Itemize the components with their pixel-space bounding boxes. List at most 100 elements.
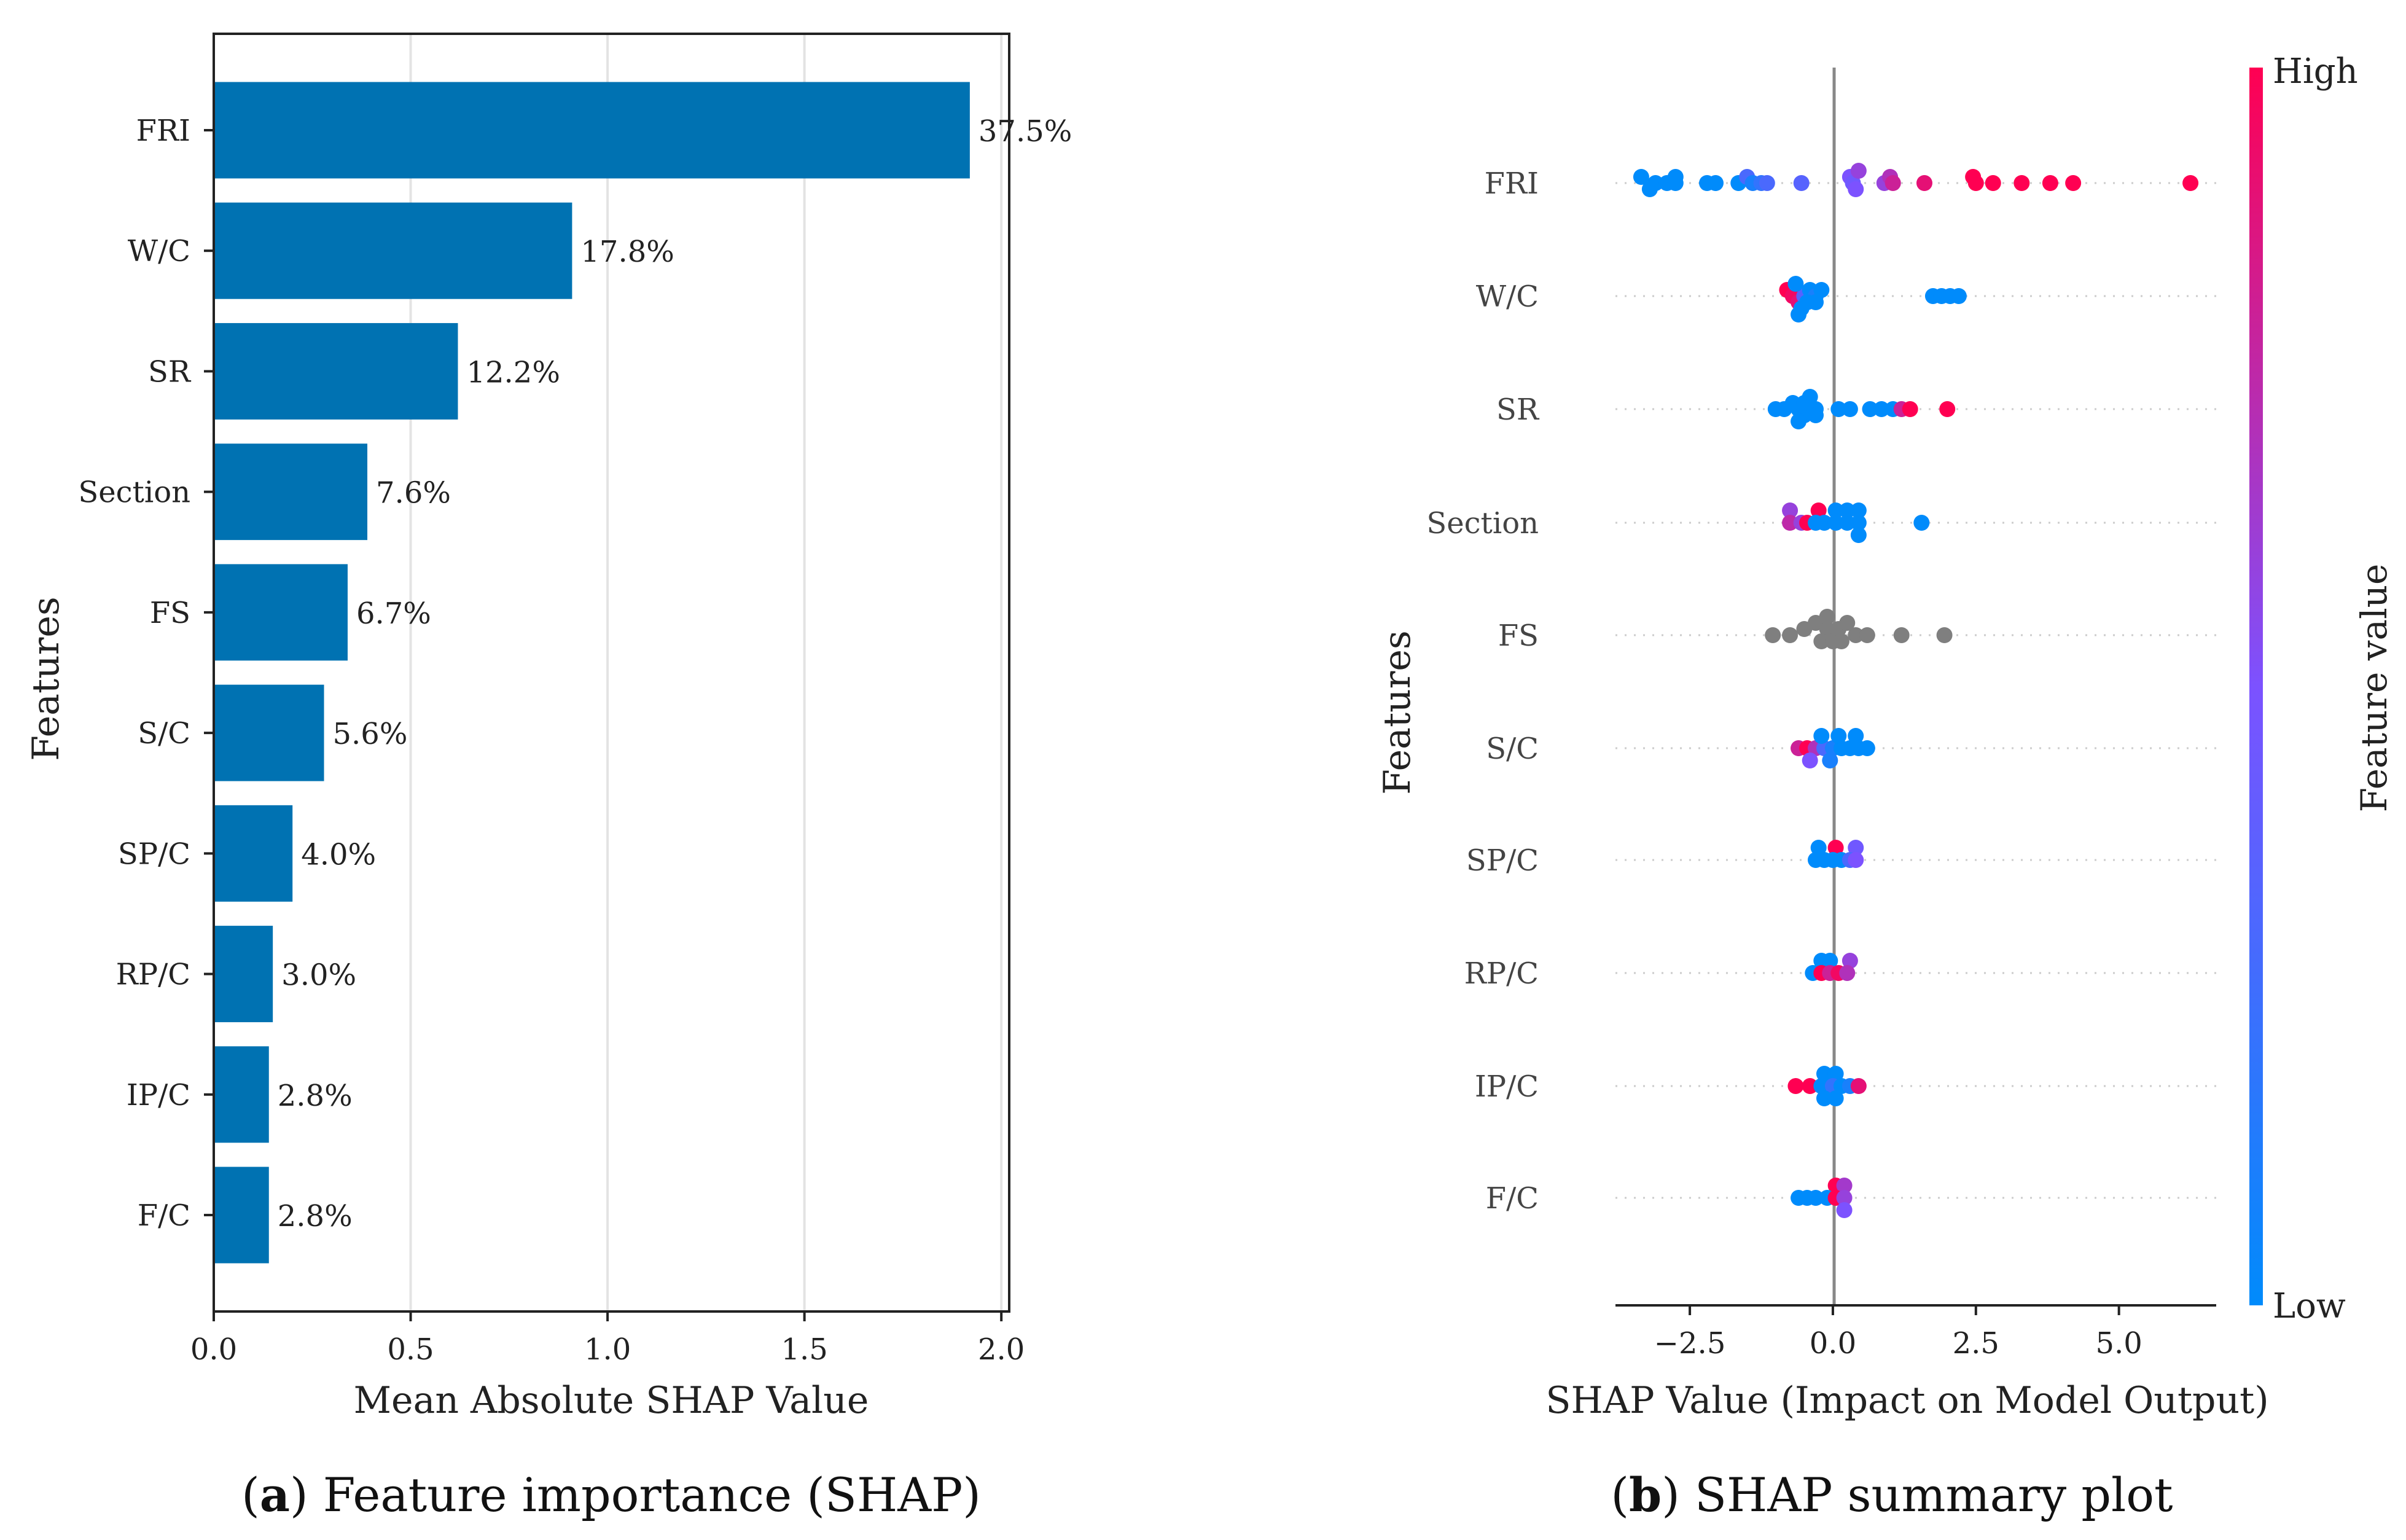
- b-point: [1819, 609, 1835, 625]
- b-point: [1839, 515, 1856, 531]
- b-y-tick-label: Section: [1426, 506, 1539, 541]
- b-y-tick-label: SR: [1496, 393, 1540, 427]
- b-row-guides: [1615, 182, 2216, 1199]
- a-y-tick-label: IP/C: [127, 1078, 190, 1112]
- b-x-tick-label: −2.5: [1654, 1326, 1726, 1361]
- b-point: [1810, 502, 1827, 518]
- b-point: [1885, 175, 1901, 191]
- a-x-tick-labels: 0.0 0.5 1.0 1.5 2.0: [190, 1311, 1025, 1367]
- a-data-label: 2.8%: [278, 1079, 353, 1113]
- b-point: [1848, 627, 1864, 643]
- a-data-label: 6.7%: [356, 596, 431, 631]
- a-y-axis-label: Features: [25, 596, 68, 760]
- b-y-tick-label: S/C: [1486, 732, 1539, 766]
- b-point: [1759, 175, 1775, 191]
- b-point: [1850, 515, 1867, 531]
- a-x-tick-label: 0.0: [190, 1332, 237, 1367]
- b-point: [1836, 1202, 1853, 1218]
- a-bar: [214, 564, 348, 661]
- b-point: [1859, 740, 1875, 756]
- b-point: [1850, 163, 1867, 179]
- b-point: [1808, 1190, 1824, 1206]
- b-point: [1813, 728, 1830, 744]
- b-point: [1833, 633, 1849, 649]
- a-y-tick-label: FS: [150, 596, 190, 630]
- colorbar-title: Feature value: [2353, 564, 2395, 813]
- a-y-tick-labels: FRI W/C SR Section FS S/C SP/C RP/C IP/C F/C: [78, 114, 214, 1233]
- b-point: [1808, 407, 1824, 423]
- b-point: [1822, 752, 1838, 768]
- b-point: [1939, 401, 1956, 417]
- b-point: [1791, 413, 1807, 429]
- a-x-tick-label: 1.0: [584, 1332, 631, 1367]
- a-y-tick-label: FRI: [136, 114, 190, 148]
- b-x-tick-labels: −2.5 0.0 2.5 5.0: [1654, 1305, 2142, 1361]
- a-bar: [214, 322, 458, 420]
- a-data-label: 7.6%: [376, 476, 451, 510]
- a-bar: [214, 82, 970, 179]
- b-point: [1796, 395, 1813, 411]
- b-caption-text: ) SHAP summary plot: [1662, 1468, 2173, 1522]
- a-bar: [214, 1046, 269, 1143]
- a-bar: [214, 444, 368, 541]
- b-point: [1873, 401, 1890, 417]
- b-point: [1850, 502, 1867, 518]
- b-y-tick-label: IP/C: [1475, 1069, 1539, 1104]
- b-point: [1708, 175, 1724, 191]
- colorbar-high-label: High: [2273, 52, 2358, 92]
- b-point: [1802, 752, 1818, 768]
- b-x-tick-label: 2.5: [1953, 1326, 1999, 1361]
- b-y-tick-label: W/C: [1476, 279, 1539, 314]
- a-caption: (a) Feature importance (SHAP): [241, 1468, 981, 1522]
- b-point: [1822, 953, 1838, 969]
- a-data-label: 12.2%: [466, 355, 560, 389]
- b-y-tick-label: FRI: [1485, 166, 1539, 201]
- b-point: [2013, 175, 2030, 191]
- b-y-axis-label: Features: [1376, 630, 1419, 794]
- b-point: [1916, 175, 1932, 191]
- a-bar: [214, 684, 324, 781]
- a-y-tick-label: S/C: [138, 716, 190, 751]
- a-data-label: 17.8%: [580, 235, 674, 269]
- b-y-tick-label: F/C: [1486, 1181, 1539, 1216]
- a-bar: [214, 1167, 269, 1264]
- a-x-tick-label: 0.5: [387, 1332, 434, 1367]
- b-y-tick-labels: FRI W/C SR Section FS S/C SP/C RP/C IP/C F/C: [1426, 166, 1539, 1216]
- b-point: [1902, 401, 1918, 417]
- b-point: [1816, 515, 1832, 531]
- b-point: [1830, 401, 1847, 417]
- b-point: [1802, 1078, 1818, 1094]
- a-caption-open: (: [241, 1468, 260, 1522]
- a-caption-text: ) Feature importance (SHAP): [290, 1468, 981, 1522]
- a-data-label: 4.0%: [301, 837, 376, 872]
- a-data-labels: 37.5% 17.8% 12.2% 7.6% 6.7% 5.6% 4.0% 3.0% 2.8% 2…: [278, 114, 1072, 1233]
- b-point: [1782, 502, 1799, 518]
- b-point: [1848, 728, 1864, 744]
- a-y-tick-label: Section: [78, 475, 190, 510]
- b-point: [1808, 294, 1824, 310]
- a-x-tick-label: 1.5: [781, 1332, 827, 1367]
- b-point: [1936, 627, 1953, 643]
- b-point: [1862, 401, 1878, 417]
- a-data-label: 3.0%: [281, 958, 356, 993]
- a-data-label: 5.6%: [333, 717, 408, 751]
- shap-summary-chart: FRI W/C SR Section FS S/C SP/C RP/C IP/C F/C −2.5…: [1376, 52, 2395, 1522]
- b-point: [1827, 515, 1844, 531]
- a-bar: [214, 805, 293, 902]
- b-point: [1819, 621, 1835, 637]
- a-x-tick-label: 2.0: [978, 1332, 1025, 1367]
- b-point: [1848, 852, 1864, 868]
- colorbar-low-label: Low: [2273, 1286, 2346, 1326]
- b-point: [1782, 627, 1799, 643]
- b-y-tick-label: SP/C: [1466, 843, 1539, 878]
- b-point: [1641, 181, 1658, 197]
- b-point: [1810, 840, 1827, 856]
- colorbar: [2249, 68, 2263, 1305]
- a-y-tick-label: SP/C: [118, 837, 190, 871]
- b-point: [1842, 953, 1858, 969]
- b-point: [1813, 633, 1830, 649]
- a-y-tick-label: SR: [148, 354, 192, 389]
- b-point: [1633, 169, 1649, 185]
- a-data-label: 37.5%: [978, 114, 1072, 149]
- b-point: [2182, 175, 2199, 191]
